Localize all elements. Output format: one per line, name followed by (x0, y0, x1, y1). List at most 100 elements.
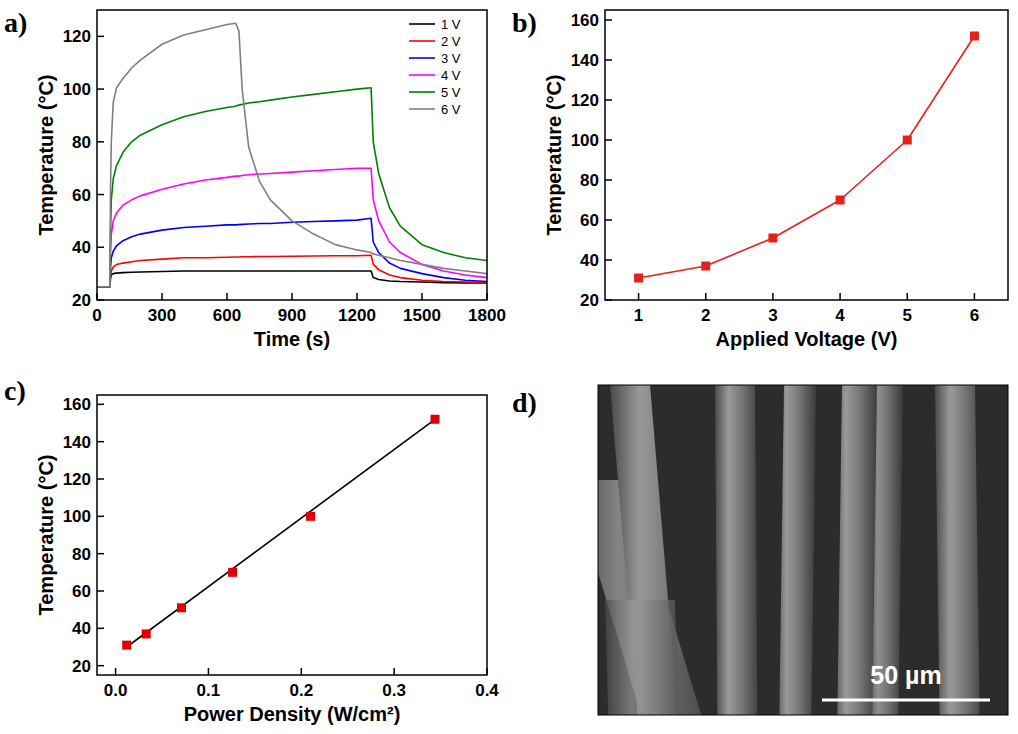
x-tick-label: 5 (903, 306, 912, 325)
x-tick-label: 300 (148, 306, 176, 325)
x-tick-label: 1800 (468, 306, 506, 325)
marker (122, 641, 131, 650)
y-tick (605, 59, 612, 61)
y-tick (97, 553, 104, 555)
micrograph: 50 µm (570, 385, 1008, 734)
legend-swatch (409, 74, 435, 76)
marker (634, 274, 643, 283)
series-line (97, 88, 487, 287)
y-tick-label: 120 (63, 470, 91, 489)
y-tick-label: 100 (571, 131, 599, 150)
legend-label: 2 V (441, 34, 461, 49)
panel: 030060090012001500180020406080100120Time… (35, 10, 506, 350)
series-line (97, 218, 487, 287)
plot-area (122, 415, 439, 650)
y-tick (97, 194, 104, 196)
y-tick-label: 100 (63, 507, 91, 526)
y-tick (97, 404, 104, 406)
x-tick (638, 293, 640, 300)
y-tick-label: 120 (63, 27, 91, 46)
panel: 0.00.10.20.30.420406080100120140160Power… (35, 395, 500, 725)
marker (142, 629, 151, 638)
legend-swatch (409, 108, 435, 110)
y-tick (97, 628, 104, 630)
marker (836, 196, 845, 205)
x-tick-label: 0.1 (197, 681, 221, 700)
y-tick-label: 140 (63, 433, 91, 452)
y-tick-label: 80 (580, 171, 599, 190)
y-tick-label: 60 (72, 582, 91, 601)
x-tick-label: 0.3 (382, 681, 406, 700)
marker (701, 262, 710, 271)
fibers (598, 385, 985, 715)
x-tick (291, 293, 293, 300)
x-tick (356, 293, 358, 300)
marker (306, 512, 315, 521)
series-line (127, 419, 435, 647)
y-tick (97, 478, 104, 480)
x-tick (115, 668, 117, 675)
fiber (774, 385, 816, 715)
y-tick (97, 36, 104, 38)
x-axis-title: Applied Voltage (V) (716, 328, 898, 350)
y-tick-label: 160 (63, 395, 91, 414)
legend-label: 1 V (441, 17, 461, 32)
x-tick (226, 293, 228, 300)
x-axis-title: Time (s) (254, 328, 330, 350)
y-tick (97, 247, 104, 249)
x-tick (393, 668, 395, 675)
x-tick-label: 2 (701, 306, 710, 325)
scale-bar (822, 699, 990, 702)
frame (605, 10, 1008, 300)
y-tick-label: 40 (72, 619, 91, 638)
x-tick (421, 293, 423, 300)
x-tick (301, 668, 303, 675)
panel-letter: c) (4, 375, 26, 406)
y-tick-label: 40 (580, 251, 599, 270)
y-tick-label: 60 (580, 211, 599, 230)
marker (431, 415, 440, 424)
y-tick-label: 80 (72, 133, 91, 152)
x-tick (772, 293, 774, 300)
y-tick (605, 139, 612, 141)
x-tick-label: 1 (634, 306, 643, 325)
series-line (97, 255, 487, 287)
x-tick (208, 668, 210, 675)
micrograph-frame (598, 385, 1008, 715)
figure: 030060090012001500180020406080100120Time… (0, 0, 1018, 734)
fiber (605, 600, 695, 715)
legend: 1 V2 V3 V4 V5 V6 V (409, 17, 461, 117)
x-axis-title: Power Density (W/cm²) (184, 703, 401, 725)
x-tick-label: 600 (213, 306, 241, 325)
y-tick-label: 60 (72, 186, 91, 205)
x-tick-label: 0.0 (104, 681, 128, 700)
series-line (97, 271, 487, 287)
legend-label: 3 V (441, 51, 461, 66)
x-tick (161, 293, 163, 300)
x-tick-label: 4 (835, 306, 845, 325)
y-tick-label: 20 (72, 291, 91, 310)
y-tick (97, 516, 104, 518)
marker (177, 603, 186, 612)
y-tick-label: 100 (63, 80, 91, 99)
legend-swatch (409, 23, 435, 25)
y-tick-label: 80 (72, 545, 91, 564)
series-line (639, 36, 975, 278)
y-tick (605, 99, 612, 101)
panel-letter: a) (4, 7, 27, 38)
y-axis-title: Temperature (°C) (35, 75, 57, 236)
legend-label: 6 V (441, 102, 461, 117)
y-tick (605, 19, 612, 21)
legend-swatch (409, 57, 435, 59)
panel: 12345620406080100120140160Applied Voltag… (543, 10, 1008, 350)
legend-swatch (409, 91, 435, 93)
marker (903, 136, 912, 145)
fiber (715, 385, 760, 715)
legend-label: 4 V (441, 68, 461, 83)
x-tick-label: 0.2 (289, 681, 313, 700)
panel-letter: d) (512, 387, 537, 418)
x-tick-label: 1500 (403, 306, 441, 325)
x-tick-label: 1200 (338, 306, 376, 325)
y-tick (97, 141, 104, 143)
x-tick (974, 293, 976, 300)
